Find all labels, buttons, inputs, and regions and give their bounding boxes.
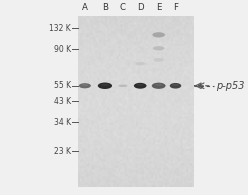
Text: 34 K: 34 K [54, 118, 71, 127]
Text: 55 K: 55 K [54, 81, 71, 90]
Text: 90 K: 90 K [54, 45, 71, 54]
Ellipse shape [101, 84, 109, 86]
Ellipse shape [137, 84, 144, 86]
Ellipse shape [153, 46, 164, 51]
Text: D: D [137, 3, 144, 12]
Ellipse shape [155, 84, 162, 86]
Ellipse shape [118, 85, 127, 87]
Ellipse shape [152, 83, 166, 89]
Text: B: B [102, 3, 108, 12]
Text: 43 K: 43 K [54, 97, 71, 106]
Ellipse shape [154, 68, 163, 71]
Bar [78, 16, 193, 187]
Text: 23 K: 23 K [54, 147, 71, 156]
Ellipse shape [98, 82, 112, 89]
Ellipse shape [172, 84, 179, 86]
Ellipse shape [170, 83, 181, 89]
Text: p-p53: p-p53 [216, 81, 245, 91]
Text: C: C [120, 3, 126, 12]
Ellipse shape [152, 32, 165, 37]
Text: A: A [82, 3, 88, 12]
Ellipse shape [154, 58, 164, 62]
Ellipse shape [134, 83, 147, 89]
Ellipse shape [136, 53, 144, 55]
Ellipse shape [79, 83, 91, 88]
Text: F: F [173, 3, 178, 12]
Text: 132 K: 132 K [49, 24, 71, 33]
Ellipse shape [135, 62, 145, 66]
Text: E: E [156, 3, 161, 12]
Ellipse shape [82, 84, 88, 86]
